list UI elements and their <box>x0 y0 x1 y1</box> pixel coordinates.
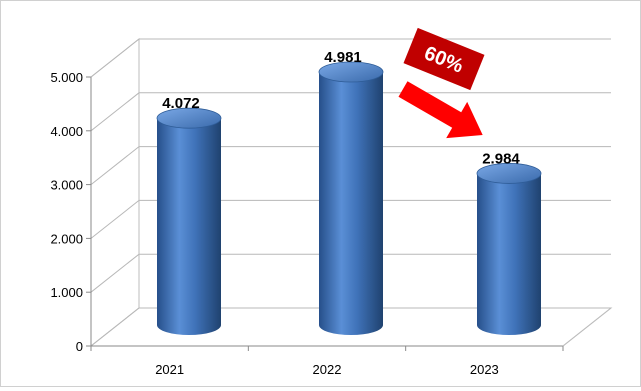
percent-badge-bg <box>403 27 485 91</box>
y-axis-ticks: 0 1.000 2.000 3.000 4.000 5.000 <box>50 70 91 354</box>
y-tick-label-4: 4.000 <box>50 124 83 139</box>
bar-body-2023 <box>477 173 541 335</box>
y-tick-label-2: 2.000 <box>50 231 83 246</box>
decline-arrow-shape <box>398 81 483 139</box>
side-wall <box>90 37 140 348</box>
bar-body-2022 <box>319 72 383 335</box>
y-tick-label-3: 3.000 <box>50 178 83 193</box>
gridline-3 <box>90 146 611 185</box>
gridline-0 <box>90 307 611 347</box>
y-tick-label-5: 5.000 <box>50 70 83 85</box>
bars <box>156 61 542 335</box>
decline-annotation: 60% <box>398 27 485 139</box>
gridline-4 <box>90 92 611 132</box>
percent-badge: 60% <box>403 27 485 91</box>
floor-edge <box>562 307 612 347</box>
gridline-2 <box>90 199 611 239</box>
bar-2021 <box>156 107 222 335</box>
decline-arrow <box>398 81 483 139</box>
x-tick-label-2021: 2021 <box>155 362 184 377</box>
data-labels: 4.072 4.981 2.984 <box>162 49 520 167</box>
bar-2022 <box>318 61 384 335</box>
bar-top-2022 <box>318 61 384 83</box>
bar-2023 <box>476 163 542 335</box>
bar-top-2023 <box>476 163 542 184</box>
gridlines <box>90 38 611 347</box>
data-label-2023: 2.984 <box>482 150 520 167</box>
bar-body-2021 <box>157 118 221 335</box>
x-tick-label-2023: 2023 <box>470 362 499 377</box>
y-tick-label-0: 0 <box>76 339 83 354</box>
bar-top-2021 <box>156 107 222 129</box>
y-tick-label-1: 1.000 <box>50 285 83 300</box>
axes <box>90 77 612 347</box>
x-axis-ticks: 2021 2022 2023 <box>90 346 564 377</box>
gridline-1 <box>90 253 611 293</box>
x-tick-label-2022: 2022 <box>313 362 342 377</box>
data-label-2021: 4.072 <box>162 95 200 112</box>
gridline-5 <box>90 38 611 78</box>
data-label-2022: 4.981 <box>324 49 362 66</box>
